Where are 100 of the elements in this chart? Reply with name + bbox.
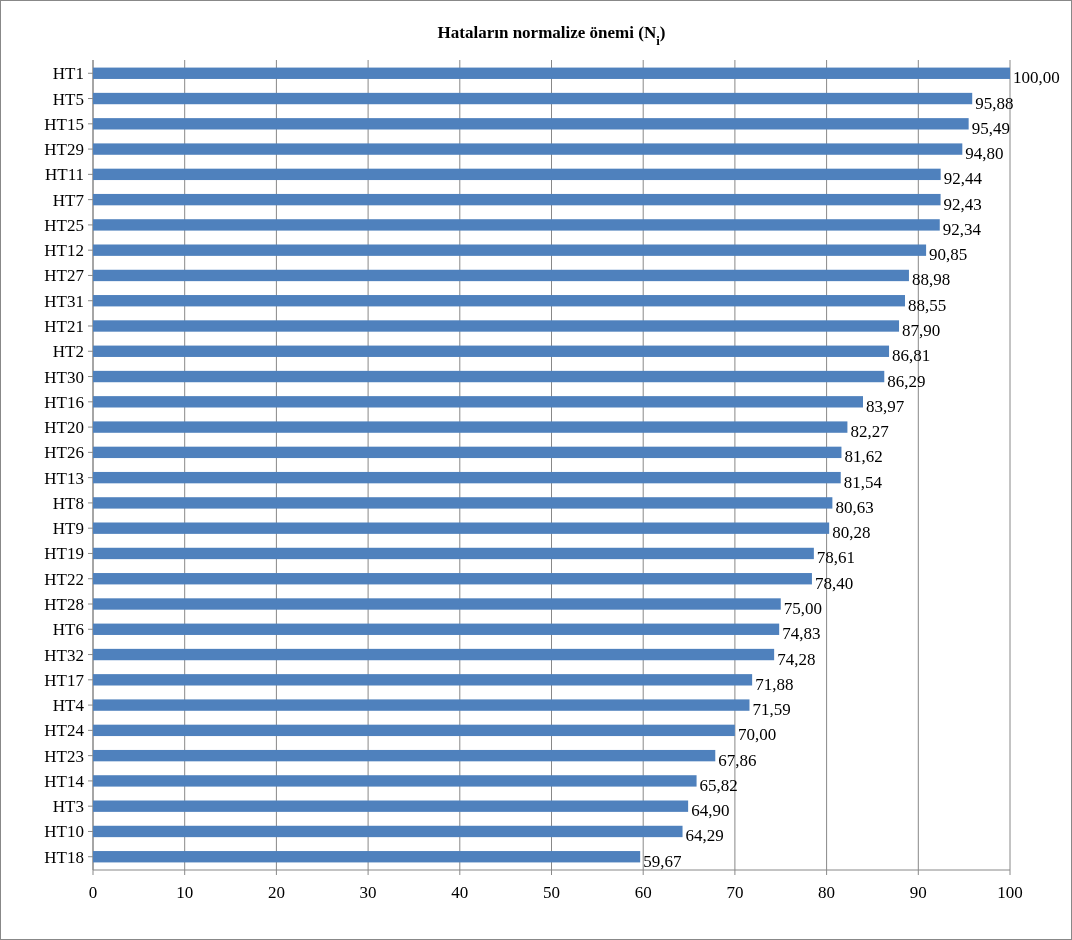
y-tick-label: HT16 bbox=[44, 392, 84, 412]
data-label: 92,34 bbox=[942, 219, 982, 239]
bar bbox=[93, 749, 716, 762]
bar bbox=[93, 143, 963, 155]
bar bbox=[93, 598, 781, 610]
bar bbox=[93, 724, 735, 737]
bar bbox=[93, 446, 842, 459]
x-tick-label: 60 bbox=[634, 883, 652, 902]
bar bbox=[93, 168, 941, 181]
y-tick-label: HT1 bbox=[52, 64, 84, 84]
y-tick-label: HT5 bbox=[52, 89, 84, 109]
data-label: 88,98 bbox=[911, 270, 951, 290]
y-tick-label: HT11 bbox=[44, 165, 84, 185]
y-tick-label: HT9 bbox=[52, 519, 84, 539]
data-label: 95,88 bbox=[975, 93, 1014, 113]
bar bbox=[93, 219, 940, 231]
data-label: 86,81 bbox=[892, 346, 931, 366]
y-tick-label: HT12 bbox=[44, 241, 84, 261]
data-label: 83,97 bbox=[866, 396, 905, 416]
chart-title: Hataların normalize önemi (N$_{i}$) bbox=[437, 23, 666, 48]
data-label: 80,63 bbox=[835, 497, 874, 517]
data-label: 90,85 bbox=[929, 245, 968, 265]
x-tick-label: 20 bbox=[267, 883, 285, 902]
data-label: 94,80 bbox=[965, 144, 1004, 164]
y-tick-label: HT17 bbox=[44, 670, 85, 690]
data-label: 81,54 bbox=[843, 472, 883, 492]
bar bbox=[93, 522, 830, 534]
y-tick-label: HT20 bbox=[44, 418, 84, 438]
x-tick-label: 80 bbox=[818, 883, 836, 902]
y-tick-label: HT23 bbox=[44, 746, 84, 766]
data-label: 78,40 bbox=[814, 573, 854, 593]
data-label: 82,27 bbox=[850, 422, 890, 442]
bar bbox=[93, 800, 689, 812]
y-tick-label: HT25 bbox=[44, 215, 84, 235]
y-tick-label: HT2 bbox=[52, 342, 84, 362]
x-tick-label: 40 bbox=[451, 883, 469, 902]
bar bbox=[93, 370, 885, 383]
data-label: 75,00 bbox=[783, 599, 822, 618]
bar bbox=[93, 825, 683, 838]
y-tick-label: HT6 bbox=[52, 620, 84, 640]
x-tick-label: 100 bbox=[997, 883, 1023, 902]
bar bbox=[93, 674, 753, 686]
bar bbox=[93, 345, 890, 357]
bar bbox=[93, 573, 812, 585]
bar bbox=[93, 396, 864, 408]
data-label: 92,43 bbox=[943, 194, 982, 214]
y-tick-label: HT19 bbox=[44, 544, 84, 564]
data-label: 64,90 bbox=[691, 801, 730, 821]
data-label: 81,62 bbox=[844, 447, 883, 467]
y-tick-label: HT30 bbox=[44, 367, 84, 387]
x-tick-label: 0 bbox=[88, 883, 98, 902]
y-tick-label: HT18 bbox=[44, 847, 84, 867]
data-label: 70,00 bbox=[737, 725, 777, 745]
y-tick-label: HT27 bbox=[44, 266, 85, 286]
bar bbox=[93, 244, 927, 256]
x-tick-label: 70 bbox=[726, 883, 744, 902]
x-tick-label: 90 bbox=[909, 883, 927, 902]
data-label: 92,44 bbox=[943, 169, 983, 189]
data-label: 71,59 bbox=[752, 700, 791, 720]
data-label: 64,29 bbox=[685, 826, 724, 846]
y-tick-label: HT15 bbox=[44, 114, 84, 134]
y-tick-label: HT22 bbox=[44, 569, 84, 589]
y-tick-label: HT8 bbox=[52, 493, 84, 513]
data-label: 74,83 bbox=[782, 624, 821, 644]
bar bbox=[93, 471, 841, 484]
data-label: 59,67 bbox=[643, 851, 682, 871]
y-tick-label: HT31 bbox=[44, 291, 84, 311]
bar bbox=[93, 320, 900, 332]
x-tick-label: 30 bbox=[359, 883, 377, 902]
data-label: 86,29 bbox=[887, 371, 926, 391]
data-label: 80,28 bbox=[832, 523, 871, 543]
y-tick-label: HT32 bbox=[44, 645, 84, 665]
bar bbox=[93, 623, 780, 635]
data-label: 88,55 bbox=[908, 295, 947, 315]
bar bbox=[93, 497, 833, 509]
x-tick-label: 50 bbox=[543, 883, 560, 902]
data-label: 78,61 bbox=[816, 548, 856, 568]
bar bbox=[93, 421, 848, 433]
data-label: 67,86 bbox=[718, 750, 757, 770]
bar bbox=[93, 269, 909, 282]
y-tick-label: HT10 bbox=[44, 822, 84, 842]
y-tick-label: HT28 bbox=[44, 595, 84, 614]
y-tick-label: HT29 bbox=[44, 140, 84, 160]
bar bbox=[93, 295, 905, 307]
x-tick-label: 10 bbox=[176, 883, 194, 902]
data-label: 87,90 bbox=[902, 321, 941, 340]
y-tick-label: HT3 bbox=[52, 797, 84, 817]
y-tick-label: HT7 bbox=[52, 190, 85, 210]
data-label: 71,88 bbox=[755, 674, 794, 694]
y-tick-label: HT14 bbox=[44, 771, 85, 791]
bar bbox=[93, 775, 697, 787]
data-label: 74,28 bbox=[777, 649, 816, 669]
bar bbox=[93, 193, 941, 206]
data-label: 65,82 bbox=[699, 775, 738, 795]
y-tick-label: HT4 bbox=[52, 696, 85, 716]
bar bbox=[93, 118, 969, 130]
bar bbox=[93, 547, 814, 560]
y-tick-label: HT13 bbox=[44, 468, 84, 488]
bar bbox=[93, 699, 750, 711]
bar bbox=[93, 67, 1010, 79]
